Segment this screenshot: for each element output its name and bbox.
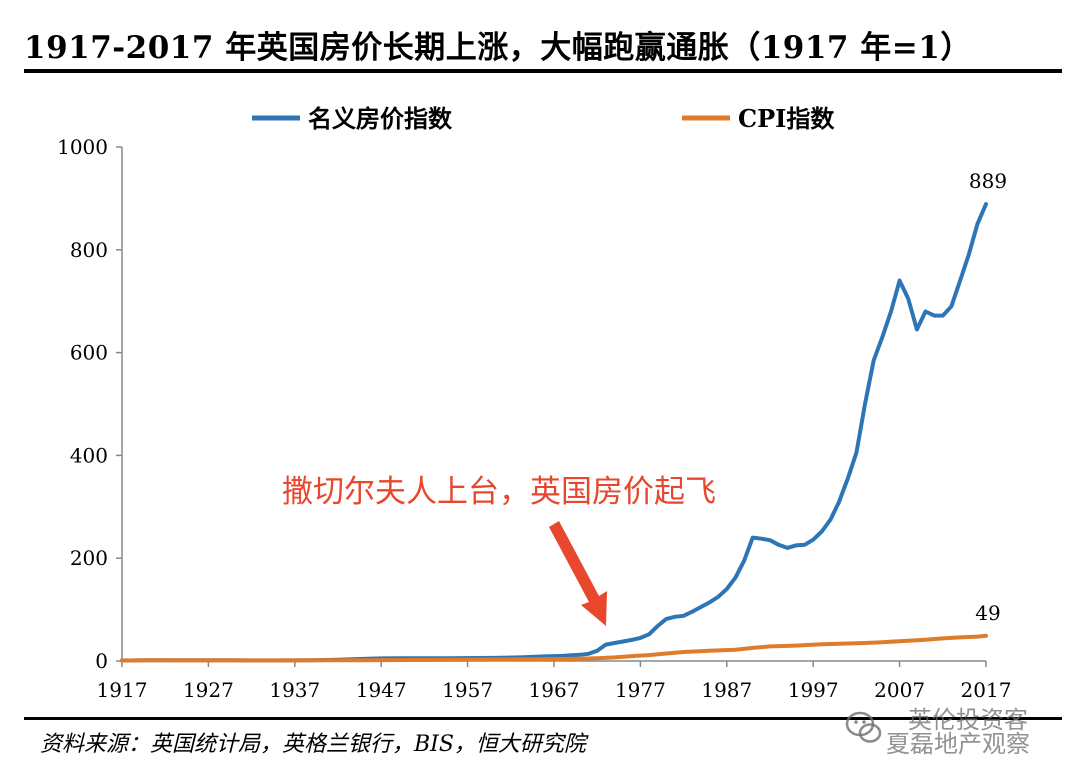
x-tick-label: 1967 [529,678,580,702]
x-tick-label: 1987 [701,678,752,702]
x-tick-label: 2007 [874,678,925,702]
series-line-cpi [120,633,988,663]
title-underline [24,69,1062,73]
footer-rule [24,717,1062,720]
chart-legend: 名义房价指数 CPI指数 [252,104,835,133]
y-tick-label: 0 [95,649,108,673]
y-tick-label: 400 [70,443,108,467]
y-tick-label: 600 [70,341,108,365]
annotation-text: 撒切尔夫人上台，英国房价起飞 [282,474,716,510]
x-tick-label: 1937 [269,678,320,702]
x-tick-label: 1927 [183,678,234,702]
chart-axes: 0 200 400 600 800 1000 1917 1927 1937 1947 1957 196… [57,135,1011,702]
watermark-line-1: 英伦投资客 [908,706,1028,734]
x-tick-label: 1957 [442,678,493,702]
series-line-house-price [120,202,988,663]
x-tick-label: 1977 [615,678,666,702]
y-tick-label: 200 [70,546,108,570]
x-tick-label: 2017 [961,678,1012,702]
x-tick-label: 1947 [356,678,407,702]
legend-label-cpi: CPI指数 [738,104,835,133]
source-note: 资料来源：英国统计局，英格兰银行，BIS，恒大研究院 [40,732,586,757]
annotation-arrow [549,521,607,626]
watermark: 英伦投资客 夏磊地产观察 [838,698,1063,758]
x-tick-label: 1917 [97,678,148,702]
wechat-logo-icon [845,711,882,743]
series-end-label: 889 [969,169,1007,193]
series-end-label: 49 [975,601,1000,625]
watermark-line-2: 夏磊地产观察 [886,730,1030,758]
legend-label-house: 名义房价指数 [308,104,453,133]
chart-series-layer: 889 49 [120,169,1007,663]
chart-annotation: 撒切尔夫人上台，英国房价起飞 [282,474,716,626]
y-tick-label: 1000 [57,135,108,159]
y-tick-label: 800 [70,238,108,262]
x-tick-label: 1997 [788,678,839,702]
page-title: 1917-2017 年英国房价长期上涨，大幅跑赢通胀（1917 年=1） [24,30,972,66]
